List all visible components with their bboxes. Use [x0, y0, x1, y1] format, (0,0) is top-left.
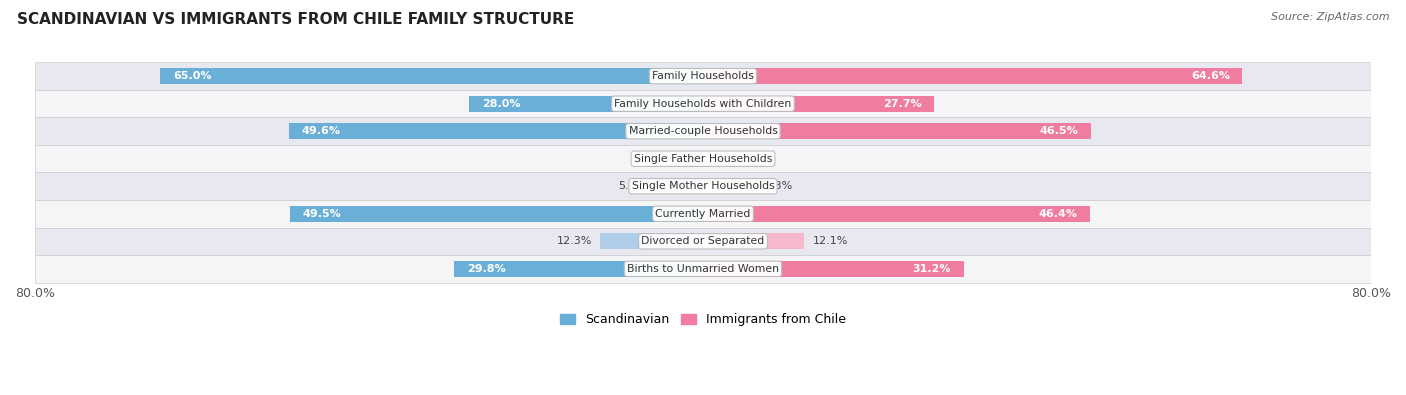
Text: Married-couple Households: Married-couple Households: [628, 126, 778, 136]
Text: 65.0%: 65.0%: [173, 71, 211, 81]
Bar: [35, 145, 1371, 173]
Bar: [703, 261, 963, 277]
Bar: [35, 228, 1371, 255]
Bar: [35, 200, 1371, 228]
Bar: [35, 173, 1371, 200]
Bar: [703, 206, 1091, 222]
Text: Divorced or Separated: Divorced or Separated: [641, 236, 765, 246]
Text: 49.6%: 49.6%: [301, 126, 340, 136]
Text: 2.4%: 2.4%: [647, 154, 675, 164]
Text: 49.5%: 49.5%: [302, 209, 340, 219]
Bar: [703, 233, 804, 249]
Text: Family Households with Children: Family Households with Children: [614, 99, 792, 109]
Bar: [35, 117, 1371, 145]
Text: 2.2%: 2.2%: [730, 154, 758, 164]
Text: 46.5%: 46.5%: [1040, 126, 1078, 136]
Bar: [454, 261, 703, 277]
Legend: Scandinavian, Immigrants from Chile: Scandinavian, Immigrants from Chile: [554, 308, 852, 331]
Bar: [288, 123, 703, 139]
Text: 28.0%: 28.0%: [482, 99, 520, 109]
Bar: [655, 178, 703, 194]
Text: Births to Unmarried Women: Births to Unmarried Women: [627, 264, 779, 274]
Text: 5.8%: 5.8%: [617, 181, 647, 191]
Bar: [35, 62, 1371, 90]
Text: 12.3%: 12.3%: [557, 236, 592, 246]
Bar: [600, 233, 703, 249]
Bar: [470, 96, 703, 112]
Text: Single Father Households: Single Father Households: [634, 154, 772, 164]
Text: 46.4%: 46.4%: [1039, 209, 1078, 219]
Text: 29.8%: 29.8%: [467, 264, 505, 274]
Bar: [290, 206, 703, 222]
Text: Family Households: Family Households: [652, 71, 754, 81]
Text: 27.7%: 27.7%: [883, 99, 922, 109]
Text: 64.6%: 64.6%: [1191, 71, 1230, 81]
Text: 31.2%: 31.2%: [912, 264, 950, 274]
Text: Currently Married: Currently Married: [655, 209, 751, 219]
Bar: [703, 68, 1243, 84]
Bar: [703, 151, 721, 167]
Bar: [703, 96, 935, 112]
Bar: [35, 255, 1371, 282]
Text: Single Mother Households: Single Mother Households: [631, 181, 775, 191]
Text: SCANDINAVIAN VS IMMIGRANTS FROM CHILE FAMILY STRUCTURE: SCANDINAVIAN VS IMMIGRANTS FROM CHILE FA…: [17, 12, 574, 27]
Bar: [35, 90, 1371, 117]
Text: 6.3%: 6.3%: [763, 181, 792, 191]
Bar: [703, 178, 755, 194]
Text: Source: ZipAtlas.com: Source: ZipAtlas.com: [1271, 12, 1389, 22]
Bar: [683, 151, 703, 167]
Text: 12.1%: 12.1%: [813, 236, 848, 246]
Bar: [160, 68, 703, 84]
Bar: [703, 123, 1091, 139]
